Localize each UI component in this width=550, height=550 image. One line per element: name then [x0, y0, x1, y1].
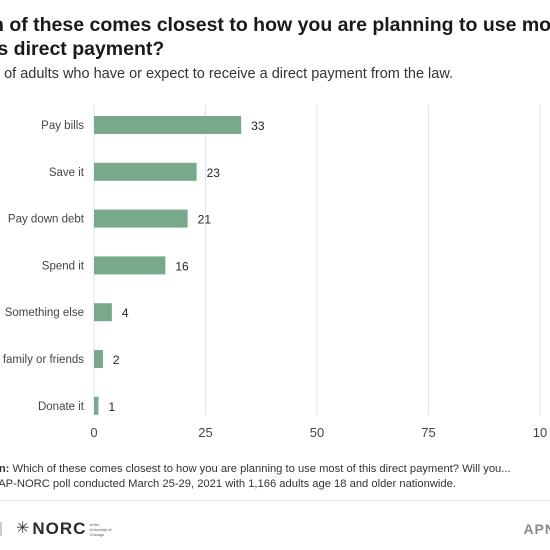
category-label: Spend it [42, 260, 85, 272]
source-text: AP-NORC poll conducted March 25-29, 2021… [0, 478, 456, 490]
value-label: 21 [198, 213, 212, 227]
footer: ✳ NORC at the University of Chicago APN [0, 508, 550, 550]
bar [94, 162, 197, 181]
value-label: 4 [122, 306, 129, 320]
source-note: : AP-NORC poll conducted March 25-29, 20… [0, 477, 550, 492]
chart-title-line2: is direct payment? [0, 38, 165, 60]
norc-logo-subtext: at the University of Chicago [89, 521, 112, 537]
ap-news-brand: APN [523, 521, 550, 537]
category-label: Something else [5, 307, 84, 319]
category-label: Pay down debt [8, 214, 85, 226]
footer-mark [0, 522, 2, 536]
asterisk-icon: ✳ [16, 520, 30, 537]
category-label: Pay bills [41, 120, 84, 132]
norc-logo-text: NORC [32, 519, 87, 538]
x-tick-label: 0 [90, 425, 97, 440]
footnotes: on: Which of these comes closest to how … [0, 462, 550, 492]
category-label: Donate it [38, 401, 85, 413]
chart-title-line1: h of these comes closest to how you are … [0, 14, 550, 36]
question-text: Which of these comes closest to how you … [9, 463, 511, 475]
bar [94, 116, 242, 134]
footer-divider [0, 500, 550, 501]
value-label: 23 [207, 166, 221, 180]
value-label: 2 [113, 353, 120, 367]
bar-chart: 0 25 50 75 10 Pay bills 33 Save it 23 Pay down de… [3, 105, 547, 440]
x-tick-label: 50 [310, 425, 324, 440]
value-label: 1 [108, 400, 115, 414]
value-label: 16 [175, 259, 189, 273]
norc-logo: ✳ NORC at the University of Chicago [16, 514, 117, 544]
chart-subtitle: nt of adults who have or expect to recei… [0, 66, 454, 82]
question-label: on: [0, 463, 10, 475]
x-tick-label: 25 [198, 425, 212, 440]
bar [94, 350, 103, 368]
bar [94, 256, 166, 275]
bar [94, 303, 112, 322]
category-label: family or friends [3, 354, 84, 366]
bar [94, 209, 188, 228]
chart-title: h of these comes closest to how you are … [0, 13, 550, 61]
x-tick-label: 10 [533, 425, 547, 440]
x-tick-label: 75 [421, 425, 435, 440]
value-label: 33 [251, 119, 265, 133]
category-label: Save it [49, 167, 85, 179]
bar [94, 396, 99, 415]
question-note: on: Which of these comes closest to how … [0, 462, 550, 477]
